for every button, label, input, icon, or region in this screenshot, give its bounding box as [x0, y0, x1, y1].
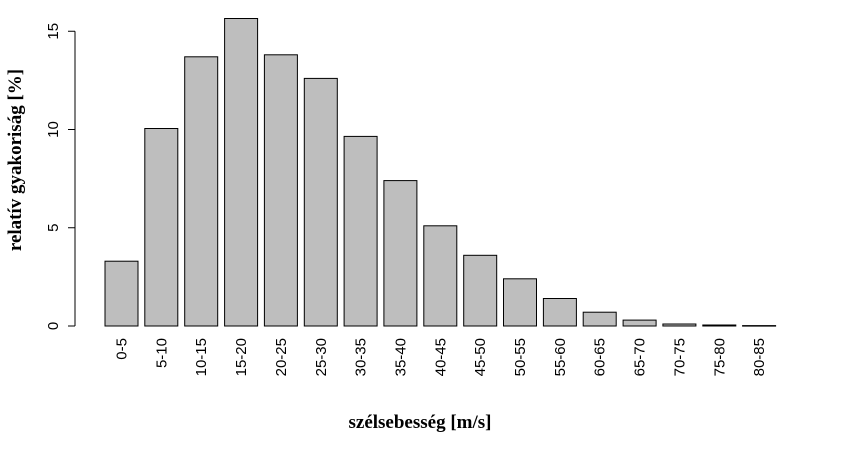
x-tick-labels: 0-5 5-10 10-15 15-20 20-25 25-30 30-35 35-40 40-… — [114, 338, 769, 376]
bar-70-75 — [662, 323, 697, 327]
x-tick-label: 0-5 — [114, 338, 131, 360]
x-tick-label: 45-50 — [472, 338, 489, 376]
bar-15-20 — [224, 18, 259, 327]
bar-10-15 — [184, 56, 219, 327]
x-tick-label: 65-70 — [632, 338, 649, 376]
bar-35-40 — [383, 180, 418, 327]
x-tick-label: 50-55 — [512, 338, 529, 376]
bar-30-35 — [343, 135, 378, 327]
x-tick-label: 75-80 — [711, 338, 728, 376]
bar-80-85 — [742, 325, 777, 327]
y-tick-label: 15 — [45, 23, 62, 40]
x-tick-label: 20-25 — [273, 338, 290, 376]
y-tick-label: 0 — [45, 322, 62, 330]
y-tick-label: 10 — [45, 121, 62, 138]
x-tick-label: 10-15 — [193, 338, 210, 376]
bar-55-60 — [542, 298, 577, 327]
x-axis-title: szélsebesség [m/s] — [349, 412, 492, 433]
y-axis-title: relatív gyakoriság [%] — [5, 69, 26, 251]
x-tick-label: 15-20 — [233, 338, 250, 376]
bars-group — [104, 18, 777, 327]
bar-25-30 — [303, 77, 338, 327]
bar-50-55 — [503, 278, 537, 327]
x-tick-label: 40-45 — [432, 338, 449, 376]
bar-5-10 — [144, 128, 179, 327]
bar-45-50 — [463, 254, 498, 327]
bar-20-25 — [263, 54, 298, 327]
x-tick-label: 5-10 — [153, 338, 170, 368]
y-axis: 0 5 10 15 — [45, 23, 76, 330]
x-tick-label: 30-35 — [353, 338, 370, 376]
x-tick-label: 60-65 — [592, 338, 609, 376]
x-tick-label: 55-60 — [552, 338, 569, 376]
bar-0-5 — [104, 260, 139, 327]
bar-65-70 — [622, 319, 657, 327]
x-tick-label: 25-30 — [313, 338, 330, 376]
y-tick-label: 5 — [45, 224, 62, 232]
x-tick-label: 70-75 — [671, 338, 688, 376]
x-tick-label: 80-85 — [751, 338, 768, 376]
bar-75-80 — [702, 324, 737, 327]
bar-40-45 — [423, 225, 458, 327]
x-tick-label: 35-40 — [392, 338, 409, 376]
bar-60-65 — [582, 311, 617, 327]
